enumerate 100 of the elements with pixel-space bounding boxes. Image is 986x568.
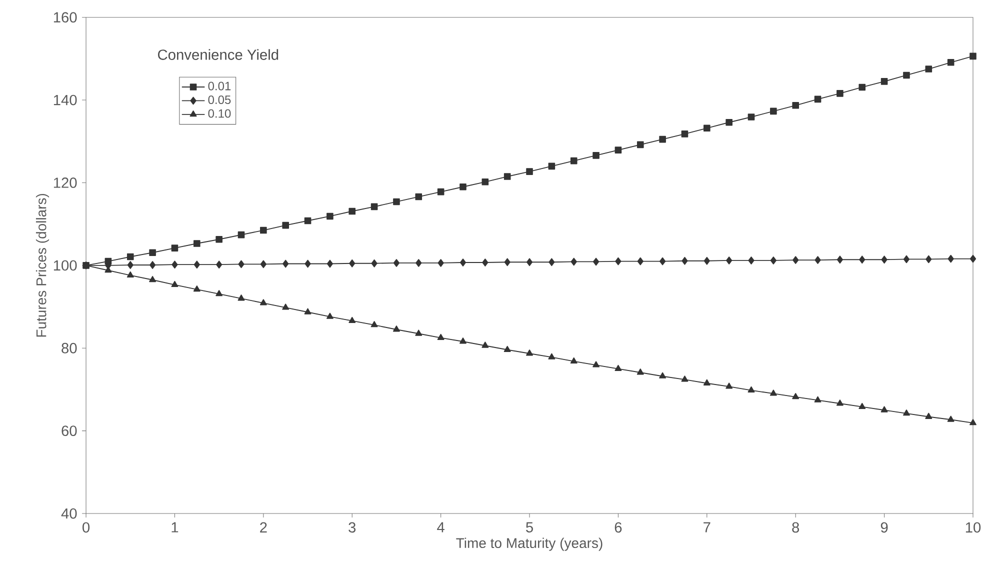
point: [127, 260, 134, 269]
point: [548, 353, 556, 360]
point: [614, 146, 622, 154]
point: [304, 260, 311, 268]
x-tick-label: 4: [437, 522, 444, 532]
point: [570, 157, 578, 164]
point: [526, 258, 533, 266]
point: [726, 256, 732, 264]
point: [371, 259, 378, 268]
point: [326, 312, 334, 319]
point: [415, 193, 422, 200]
x-tick-label: 10: [966, 522, 981, 533]
y-axis-title: Futures Prices (dollars): [36, 194, 50, 337]
point: [592, 152, 600, 159]
x-tick-label: 2: [260, 522, 267, 532]
point: [149, 276, 156, 282]
point: [216, 290, 223, 296]
point: [947, 416, 954, 422]
point: [460, 183, 466, 190]
point: [171, 244, 178, 252]
point: [392, 325, 400, 332]
point: [282, 304, 290, 310]
y-tick-label: 160: [54, 12, 77, 22]
point: [238, 294, 245, 301]
legend-label: 0.01: [208, 82, 231, 90]
point: [482, 258, 488, 266]
y-tick-label: 140: [54, 94, 77, 106]
point: [970, 52, 976, 60]
point: [282, 260, 289, 268]
point: [238, 231, 245, 238]
point: [370, 320, 378, 328]
point: [570, 258, 577, 266]
point: [858, 402, 866, 409]
point: [636, 141, 644, 148]
point: [814, 396, 822, 402]
point: [438, 258, 444, 267]
point: [526, 168, 533, 175]
point: [836, 256, 844, 264]
point: [659, 257, 666, 266]
point: [172, 260, 178, 268]
point: [948, 254, 954, 263]
point: [682, 256, 688, 265]
legend-label: 0.05: [208, 95, 231, 104]
point: [194, 240, 200, 247]
x-tick-label: 7: [704, 522, 710, 532]
point: [770, 108, 777, 115]
point: [149, 260, 156, 269]
point: [770, 256, 776, 264]
point: [614, 364, 622, 371]
point: [903, 255, 910, 264]
y-tick-label: 60: [62, 426, 77, 436]
point: [770, 390, 777, 396]
point: [171, 280, 178, 287]
point: [415, 330, 422, 336]
legend-label: 0.10: [208, 109, 231, 118]
point: [925, 66, 932, 72]
point: [814, 256, 821, 264]
point: [260, 226, 267, 234]
point: [792, 256, 799, 264]
point: [970, 418, 976, 426]
point: [504, 173, 511, 180]
point: [349, 259, 356, 268]
x-tick-label: 6: [614, 522, 622, 533]
point: [460, 337, 466, 344]
point: [504, 258, 510, 266]
y-tick-label: 40: [61, 508, 77, 519]
point: [592, 361, 600, 368]
point: [726, 382, 733, 389]
point: [149, 249, 156, 256]
point: [792, 392, 800, 400]
point: [881, 256, 888, 264]
point: [704, 124, 710, 132]
point: [880, 406, 888, 412]
point: [193, 285, 200, 292]
point: [592, 258, 600, 266]
point: [437, 188, 444, 196]
y-tick-label: 120: [54, 177, 77, 188]
point: [260, 260, 266, 268]
point: [393, 258, 400, 267]
point: [703, 379, 710, 386]
point: [836, 90, 844, 97]
point: [748, 256, 754, 264]
point: [792, 102, 800, 109]
point: [947, 58, 954, 66]
y-tick-label: 80: [62, 342, 77, 354]
point: [859, 256, 866, 264]
point: [880, 78, 888, 85]
point: [548, 258, 555, 266]
point: [814, 96, 822, 103]
point: [704, 256, 710, 265]
point: [370, 203, 378, 210]
point: [126, 271, 134, 278]
point: [903, 409, 910, 416]
point: [260, 299, 267, 306]
point: [637, 257, 644, 266]
x-tick-label: 1: [172, 522, 178, 532]
point: [570, 357, 578, 364]
point: [970, 254, 976, 263]
point: [858, 84, 866, 91]
x-tick-label: 3: [348, 522, 356, 533]
